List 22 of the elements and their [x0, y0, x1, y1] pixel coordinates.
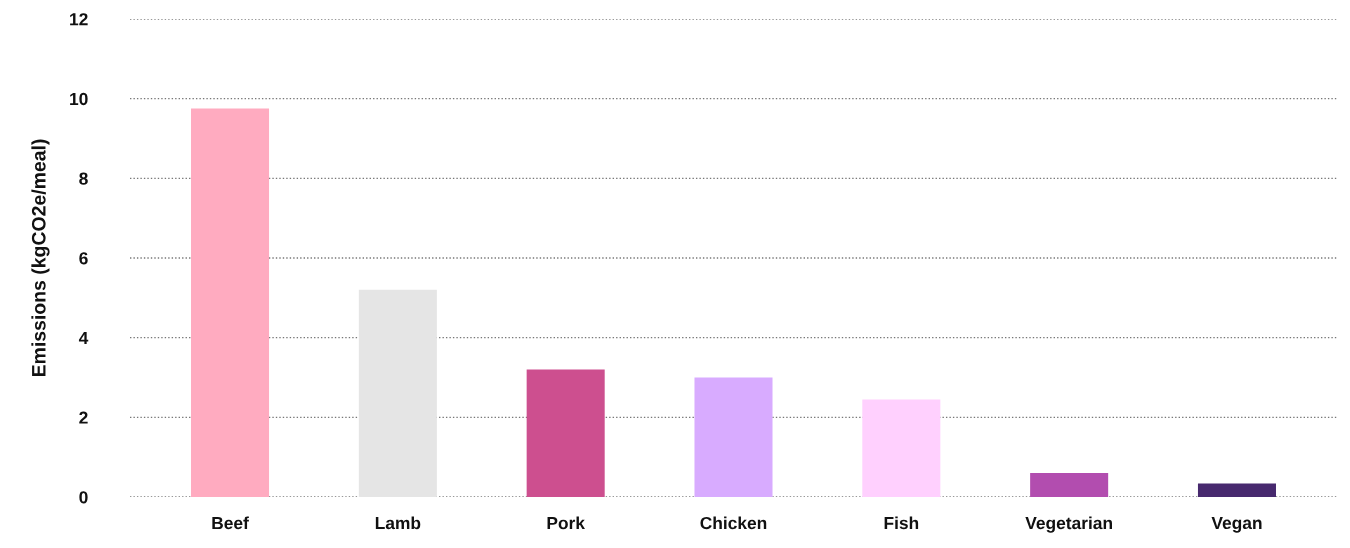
y-tick-label: 6: [79, 252, 88, 265]
bar: [862, 399, 941, 497]
y-axis-title: Emissions (kgCO2e/meal): [31, 139, 50, 377]
x-tick-label: Fish: [884, 516, 919, 530]
x-tick-label: Beef: [212, 516, 249, 530]
bar: [694, 377, 773, 497]
y-tick-label: 2: [79, 411, 88, 424]
bar: [1197, 483, 1276, 497]
bar: [358, 289, 437, 497]
y-tick-label: 0: [79, 491, 88, 504]
y-tick-label: 8: [79, 172, 88, 185]
x-tick-label: Vegetarian: [1025, 516, 1112, 533]
bar: [526, 369, 605, 497]
y-tick-label: 12: [70, 13, 88, 26]
x-tick-label: Lamb: [375, 516, 421, 530]
y-tick-label: 10: [70, 92, 88, 106]
bar: [1030, 473, 1109, 497]
y-tick-label: 4: [78, 332, 89, 344]
x-tick-label: Vegan: [1211, 517, 1262, 533]
x-tick-label: Chicken: [700, 516, 767, 530]
bar: [191, 108, 270, 497]
x-tick-label: Pork: [547, 516, 585, 530]
